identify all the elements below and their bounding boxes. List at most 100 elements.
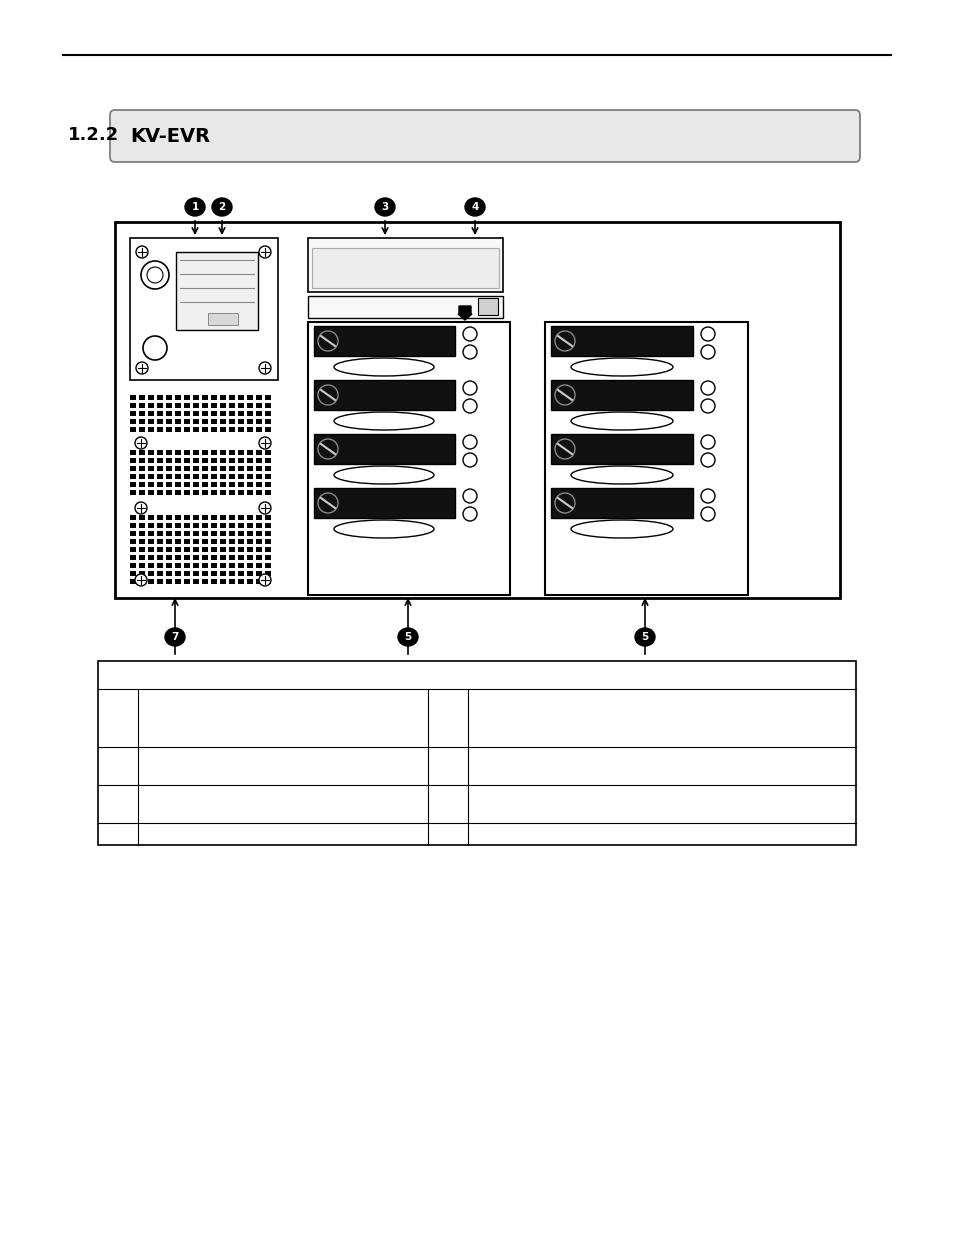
- Bar: [166, 427, 172, 432]
- Bar: [174, 427, 181, 432]
- Bar: [184, 531, 190, 536]
- Bar: [220, 490, 226, 495]
- Bar: [139, 490, 145, 495]
- Bar: [130, 538, 136, 543]
- Bar: [174, 450, 181, 454]
- Bar: [139, 474, 145, 479]
- Bar: [265, 395, 271, 400]
- Bar: [130, 515, 136, 520]
- Bar: [208, 312, 237, 325]
- Bar: [314, 326, 455, 356]
- Bar: [247, 466, 253, 471]
- Bar: [237, 466, 244, 471]
- Bar: [184, 490, 190, 495]
- Bar: [202, 579, 208, 584]
- Bar: [166, 450, 172, 454]
- Bar: [255, 395, 262, 400]
- Bar: [220, 571, 226, 576]
- Bar: [157, 555, 163, 559]
- Bar: [202, 522, 208, 529]
- Bar: [202, 474, 208, 479]
- Bar: [211, 403, 216, 408]
- Circle shape: [258, 574, 271, 585]
- Circle shape: [700, 382, 714, 395]
- Bar: [139, 531, 145, 536]
- Bar: [166, 466, 172, 471]
- Text: 4: 4: [471, 203, 478, 212]
- Circle shape: [462, 399, 476, 412]
- Bar: [255, 515, 262, 520]
- Ellipse shape: [334, 520, 434, 538]
- Bar: [193, 490, 199, 495]
- Bar: [148, 427, 153, 432]
- Bar: [148, 411, 153, 416]
- Bar: [139, 547, 145, 552]
- Bar: [255, 419, 262, 424]
- Bar: [166, 419, 172, 424]
- Circle shape: [700, 327, 714, 341]
- Bar: [202, 403, 208, 408]
- Bar: [265, 458, 271, 463]
- Bar: [148, 515, 153, 520]
- Bar: [247, 522, 253, 529]
- Circle shape: [555, 331, 575, 351]
- Bar: [193, 450, 199, 454]
- Bar: [130, 450, 136, 454]
- Bar: [130, 427, 136, 432]
- Bar: [202, 555, 208, 559]
- Bar: [166, 538, 172, 543]
- Bar: [211, 458, 216, 463]
- Circle shape: [317, 438, 337, 459]
- Ellipse shape: [571, 520, 672, 538]
- Bar: [229, 579, 234, 584]
- Bar: [184, 419, 190, 424]
- Bar: [174, 563, 181, 568]
- Circle shape: [700, 435, 714, 450]
- Bar: [308, 238, 502, 291]
- Bar: [237, 571, 244, 576]
- Bar: [237, 458, 244, 463]
- Circle shape: [258, 362, 271, 374]
- Circle shape: [135, 574, 147, 585]
- Circle shape: [462, 508, 476, 521]
- Bar: [193, 419, 199, 424]
- Bar: [193, 427, 199, 432]
- Bar: [157, 547, 163, 552]
- Circle shape: [135, 437, 147, 450]
- Bar: [174, 515, 181, 520]
- Bar: [130, 579, 136, 584]
- Bar: [166, 555, 172, 559]
- Bar: [229, 466, 234, 471]
- Text: 2: 2: [218, 203, 226, 212]
- Bar: [202, 547, 208, 552]
- Bar: [220, 482, 226, 487]
- Bar: [139, 563, 145, 568]
- Bar: [174, 555, 181, 559]
- Bar: [229, 538, 234, 543]
- Bar: [139, 395, 145, 400]
- Bar: [229, 563, 234, 568]
- Bar: [247, 538, 253, 543]
- Bar: [148, 395, 153, 400]
- Bar: [237, 563, 244, 568]
- Circle shape: [258, 246, 271, 258]
- Bar: [130, 411, 136, 416]
- Bar: [157, 466, 163, 471]
- Bar: [139, 522, 145, 529]
- Bar: [211, 579, 216, 584]
- Bar: [255, 579, 262, 584]
- Bar: [237, 522, 244, 529]
- Bar: [166, 490, 172, 495]
- Bar: [255, 555, 262, 559]
- Bar: [148, 458, 153, 463]
- Bar: [202, 563, 208, 568]
- Bar: [184, 427, 190, 432]
- Bar: [202, 571, 208, 576]
- Bar: [202, 395, 208, 400]
- Bar: [148, 403, 153, 408]
- Bar: [174, 411, 181, 416]
- Bar: [255, 531, 262, 536]
- Circle shape: [700, 508, 714, 521]
- Bar: [211, 411, 216, 416]
- Bar: [211, 571, 216, 576]
